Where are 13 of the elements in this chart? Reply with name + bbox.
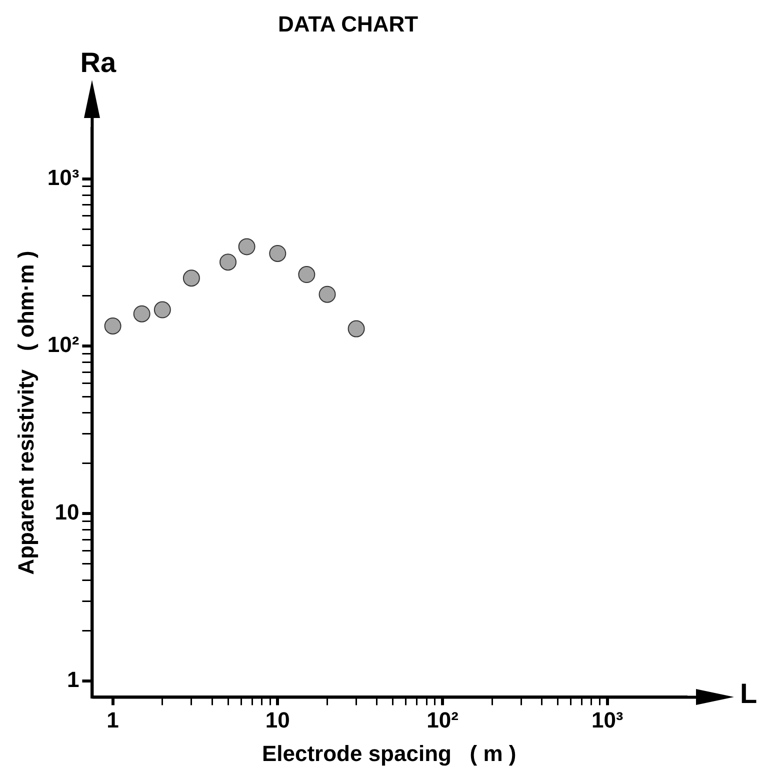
x-tick-label: 1 <box>106 707 119 732</box>
x-axis-title: Electrode spacing ( m ) <box>262 740 516 766</box>
y-tick-label: 10² <box>47 332 80 358</box>
text: Ra <box>80 47 117 78</box>
y-tick-label: 10³ <box>47 164 80 190</box>
chart-title: DATA CHART <box>278 11 419 36</box>
x-tick-label: 10² <box>426 707 458 732</box>
y-axis-title: Apparent resistivity ( ohm·m ) <box>13 250 38 575</box>
y-tick-label: 1 <box>66 667 80 692</box>
text: L <box>740 678 758 709</box>
y-tick-label: 10 <box>54 500 80 525</box>
x-tick-label: 10³ <box>591 707 624 732</box>
x-tick-label: 10 <box>265 707 290 732</box>
